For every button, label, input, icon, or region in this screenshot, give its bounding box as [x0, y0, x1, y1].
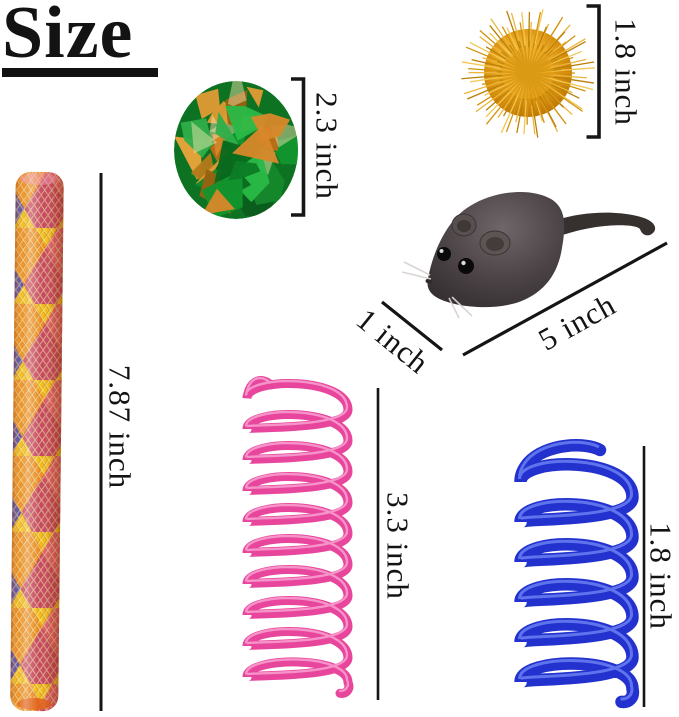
gold-pompom-image — [461, 9, 595, 138]
toy-mouse-image — [401, 191, 656, 319]
pompom-bracket — [586, 4, 601, 139]
mouse-length-line — [462, 241, 668, 357]
mouse-width-line — [381, 300, 443, 352]
crinkle-ball-image — [174, 81, 298, 219]
crinkle-size-label: 2.3 inch — [310, 92, 345, 200]
pink-spring-coil — [242, 376, 354, 698]
tube-size-label: 7.87 inch — [103, 365, 138, 489]
pompom-size-label: 1.8 inch — [609, 18, 644, 126]
crinkle-bracket — [291, 77, 306, 217]
blue-spring-image — [514, 439, 640, 709]
mouse-eye-left-glint — [439, 249, 444, 253]
mouse-eye-right — [458, 258, 474, 274]
blue-spring-size-label: 1.8 inch — [644, 522, 679, 630]
pink-spring-coil-highlight — [244, 376, 350, 693]
mouse-tail — [553, 212, 656, 236]
page-title: Size — [2, 0, 133, 74]
mouse-length-label: 5 inch — [532, 287, 621, 358]
mouse-ear-left-inner — [457, 220, 471, 232]
pink-spring-image — [242, 376, 354, 698]
title-underline — [2, 68, 158, 77]
mouse-whiskers — [401, 261, 473, 319]
mouse-ear-right-inner — [486, 237, 504, 251]
pink-spring-size-label: 3.3 inch — [381, 492, 416, 600]
mouse-width-label: 1 inch — [350, 301, 436, 380]
mouse-eye-right-glint — [461, 260, 466, 266]
mouse-eye-left — [437, 247, 451, 261]
mesh-tube-image — [10, 171, 64, 712]
pompom-core — [502, 47, 554, 99]
blue-spring-coil-highlight — [518, 440, 634, 701]
